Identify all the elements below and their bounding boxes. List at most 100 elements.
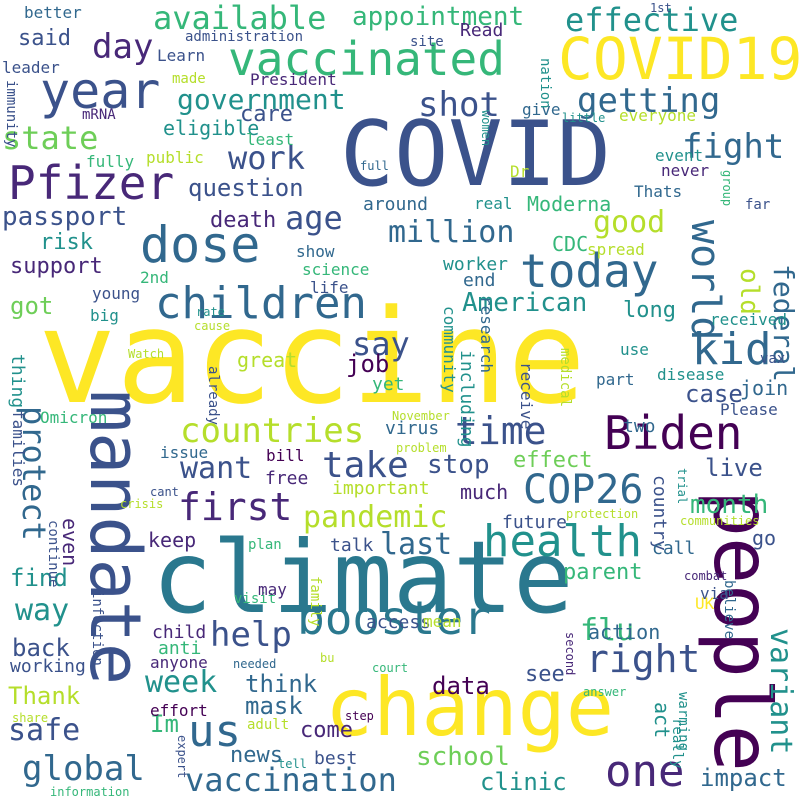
word-vax: vax [760,351,786,367]
word-event: event [655,146,704,165]
word-two: two [623,416,656,437]
word-family: family [307,576,323,627]
word-leader: leader [2,58,60,77]
word-medical: medical [557,348,573,408]
word-good: good [593,205,666,240]
word-yet: yet [372,374,405,395]
word-trial: trial [675,468,689,505]
word-cant: cant [150,485,179,499]
word-join: join [740,376,789,400]
word-protection: protection [566,507,639,521]
word-best: best [314,748,358,769]
word-better: better [24,3,82,22]
word-countries: countries [180,411,365,451]
word-job: job [346,350,390,378]
word-year: year [40,62,161,120]
word-support: support [10,254,103,279]
word-administration: administration [185,29,304,45]
word-plan: plan [248,537,282,553]
word-worker: worker [443,254,509,275]
word-passport: passport [2,202,128,232]
word-president: President [250,70,337,89]
word-real: real [474,194,513,213]
word-visit: visit [234,591,277,607]
word-infection: infection [89,590,105,666]
word-global: global [22,749,145,789]
word-families: families [9,410,28,488]
word-appointment: appointment [352,2,525,32]
word-spread: spread [587,240,645,259]
word-come: come [300,718,353,743]
word-crisis: crisis [120,497,164,511]
word-got: got [10,292,54,320]
word-climate: climate [152,519,574,636]
word-time: time [455,409,547,453]
word-problem: problem [396,441,447,455]
word-age: age [285,199,343,237]
word-covid: COVID [340,102,611,207]
word-children: children [155,278,367,329]
word-mask: mask [245,692,303,720]
word-talk: talk [330,535,374,556]
word-receive: receive [517,362,536,430]
word-cop26: COP26 [523,467,644,513]
word-live: live [705,454,763,482]
word-court: court [372,661,409,675]
word-effect: effect [513,448,593,473]
word-received: received [710,310,788,329]
word-little: little [562,111,606,125]
word-nation: nation [537,58,553,109]
word-site: site [410,34,444,50]
word-care: care [240,102,293,127]
word-last: last [380,527,453,562]
word-free: free [265,468,309,489]
word-cause: cause [194,319,231,333]
word-learn: Learn [157,46,206,65]
word-say: say [352,325,410,363]
word-question: question [188,174,304,202]
word-action: action [588,620,661,644]
word-even: even [58,518,82,567]
word-see: see [525,662,565,687]
word-fight: fight [682,127,785,167]
word-right: right [586,637,701,681]
word-state: state [2,119,99,157]
word-kid: kid [692,324,772,375]
word-community: community [440,306,459,393]
word-school: school [416,742,510,772]
word-one: one [605,746,685,797]
word-moderna: Moderna [527,192,612,216]
word-day: day [92,27,154,67]
word-dr: Dr [510,162,530,181]
word-find: find [10,564,68,592]
word-give: give [522,100,561,119]
word-via: via [700,584,729,603]
word-american: American [462,288,588,318]
word-full: full [360,159,389,173]
word-old: old [734,268,764,315]
word-said: said [18,26,71,51]
word-continue: continue [45,520,61,588]
word-flu: flu [580,613,635,648]
word-november: November [392,409,450,423]
word-great: great [237,348,298,372]
word-booster: booster [297,591,491,645]
word-keep: keep [148,528,197,552]
word-use: use [620,340,649,359]
word-public: public [146,148,204,167]
word-far: far [745,197,771,213]
word-vaccine: vaccine [38,281,586,433]
word-effective: effective [565,1,739,39]
word-anyone: anyone [150,653,208,672]
word-go: go [752,526,777,550]
word-bu: bu [320,651,335,665]
word-around: around [363,194,429,215]
word-1st: 1st [650,1,672,15]
word-please: Please [720,400,778,419]
word-immunity: immunity [3,80,19,148]
word-back: back [12,634,70,662]
word-needed: needed [233,657,277,671]
word-women: women [479,110,493,147]
word-made: made [172,71,206,87]
